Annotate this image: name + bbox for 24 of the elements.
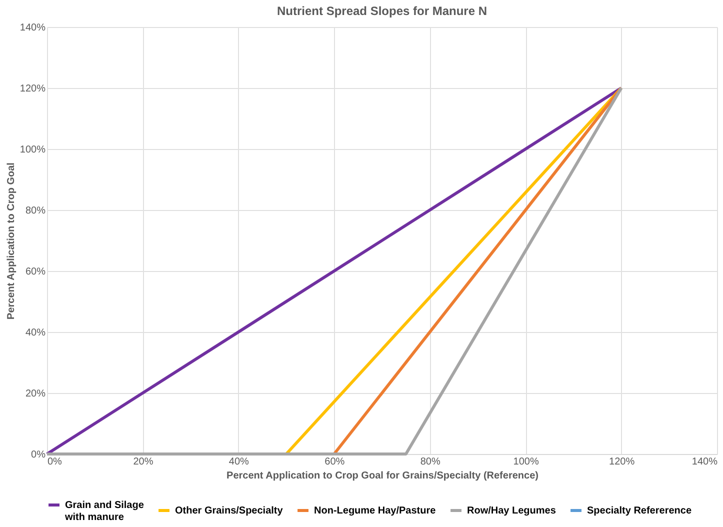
y-tick-label: 80% bbox=[25, 206, 46, 216]
legend-label: Row/Hay Legumes bbox=[467, 506, 556, 516]
legend-label: Non-Legume Hay/Pasture bbox=[314, 506, 436, 516]
y-axis-title: Percent Application to Crop Goal bbox=[6, 162, 17, 320]
x-tick-label: 40% bbox=[228, 456, 250, 468]
x-axis-title: Percent Application to Crop Goal for Grains/Specialty (Reference) bbox=[226, 470, 538, 482]
x-tick-label: 120% bbox=[608, 456, 635, 468]
y-tick-label: 20% bbox=[25, 388, 46, 400]
y-tick-label: 60% bbox=[25, 266, 46, 278]
y-tick-label: 100% bbox=[20, 144, 46, 156]
x-tick-label: 20% bbox=[133, 456, 154, 468]
chart-title: Nutrient Spread Slopes for Manure N bbox=[276, 4, 488, 18]
x-tick-label: 80% bbox=[420, 456, 440, 468]
legend-label: Specialty Refererence bbox=[587, 506, 692, 516]
x-tick-label: 0% bbox=[48, 456, 62, 468]
x-tick-label: 140% bbox=[692, 456, 718, 468]
y-tick-label: 40% bbox=[25, 328, 46, 338]
legend-label: Other Grains/Specialty bbox=[175, 506, 284, 516]
y-tick-label: 120% bbox=[20, 84, 46, 94]
x-tick-label: 100% bbox=[513, 456, 539, 468]
y-tick-label: 0% bbox=[31, 450, 46, 460]
legend-label: Grain and Silage with manure bbox=[64, 500, 144, 523]
y-tick-label: 140% bbox=[20, 22, 46, 34]
x-tick-label: 60% bbox=[324, 456, 345, 468]
